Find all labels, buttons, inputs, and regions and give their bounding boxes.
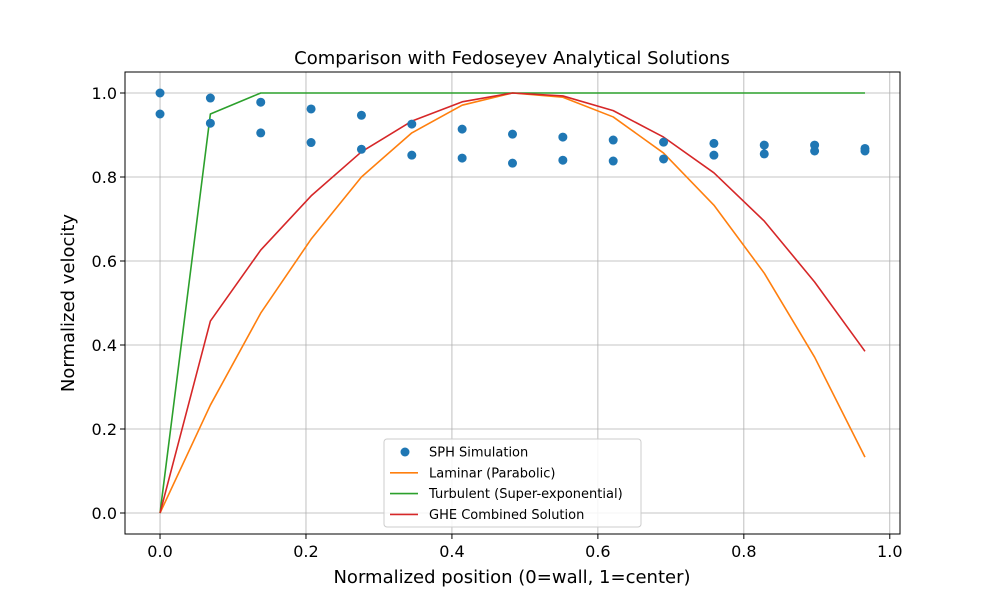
scatter-point [810, 146, 820, 156]
scatter-point [759, 140, 769, 150]
scatter-point [659, 154, 669, 164]
legend-label: Laminar (Parabolic) [429, 466, 555, 481]
scatter-point [608, 135, 618, 145]
scatter-point [356, 110, 366, 120]
x-tick-label: 0.2 [293, 542, 318, 561]
scatter-point [457, 124, 467, 134]
scatter-point [155, 109, 165, 119]
x-axis-label: Normalized position (0=wall, 1=center) [333, 567, 690, 588]
scatter-point [205, 118, 215, 128]
legend: SPH Simulation Laminar (Parabolic) Turbule… [383, 438, 642, 528]
y-tick-label: 0.6 [92, 252, 117, 271]
scatter-point [457, 153, 467, 163]
y-axis-label: Normalized velocity [58, 214, 79, 392]
series-line-2 [159, 92, 866, 514]
plot-frame [124, 71, 901, 535]
chart-title: Comparison with Fedoseyev Analytical Sol… [294, 48, 730, 69]
x-tick-label: 0.0 [147, 542, 172, 561]
grid [125, 72, 900, 534]
scatter-point [155, 88, 165, 98]
scatter-point [256, 97, 266, 107]
y-tick-label: 0.4 [92, 336, 117, 355]
scatter-point [407, 119, 417, 129]
scatter-point [356, 144, 366, 154]
scatter-point [407, 150, 417, 160]
y-tick-label: 0.2 [92, 420, 117, 439]
scatter-layer [155, 88, 870, 168]
scatter-point [256, 128, 266, 138]
scatter-point [306, 104, 316, 114]
scatter-point [709, 138, 719, 148]
x-tick-label: 1.0 [877, 542, 902, 561]
legend-label: SPH Simulation [429, 446, 528, 461]
x-tick-label: 0.6 [585, 542, 610, 561]
scatter-point [709, 150, 719, 160]
scatter-point [508, 158, 517, 168]
y-tick-label: 1.0 [92, 84, 117, 103]
y-tick-label: 0.8 [92, 168, 117, 187]
scatter-point [759, 149, 769, 159]
scatter-point [608, 156, 618, 166]
ticks: 0.0 0.2 0.4 0.6 0.8 1.0 0.0 0.2 0.4 0.6 0.8 1.0 [92, 84, 903, 561]
scatter-point [860, 146, 870, 156]
scatter-point [205, 93, 215, 103]
scatter-point [306, 138, 316, 148]
y-tick-label: 0.0 [92, 504, 117, 523]
x-tick-label: 0.8 [731, 542, 756, 561]
series-layer [159, 92, 866, 514]
legend-label: Turbulent (Super-exponential) [428, 487, 623, 502]
scatter-point [558, 132, 568, 142]
legend-box [383, 438, 642, 528]
scatter-point [508, 129, 517, 139]
legend-label: GHE Combined Solution [429, 508, 584, 523]
scatter-point [659, 137, 669, 147]
legend-marker [400, 447, 410, 457]
x-tick-label: 0.4 [439, 542, 464, 561]
scatter-point [558, 155, 568, 165]
